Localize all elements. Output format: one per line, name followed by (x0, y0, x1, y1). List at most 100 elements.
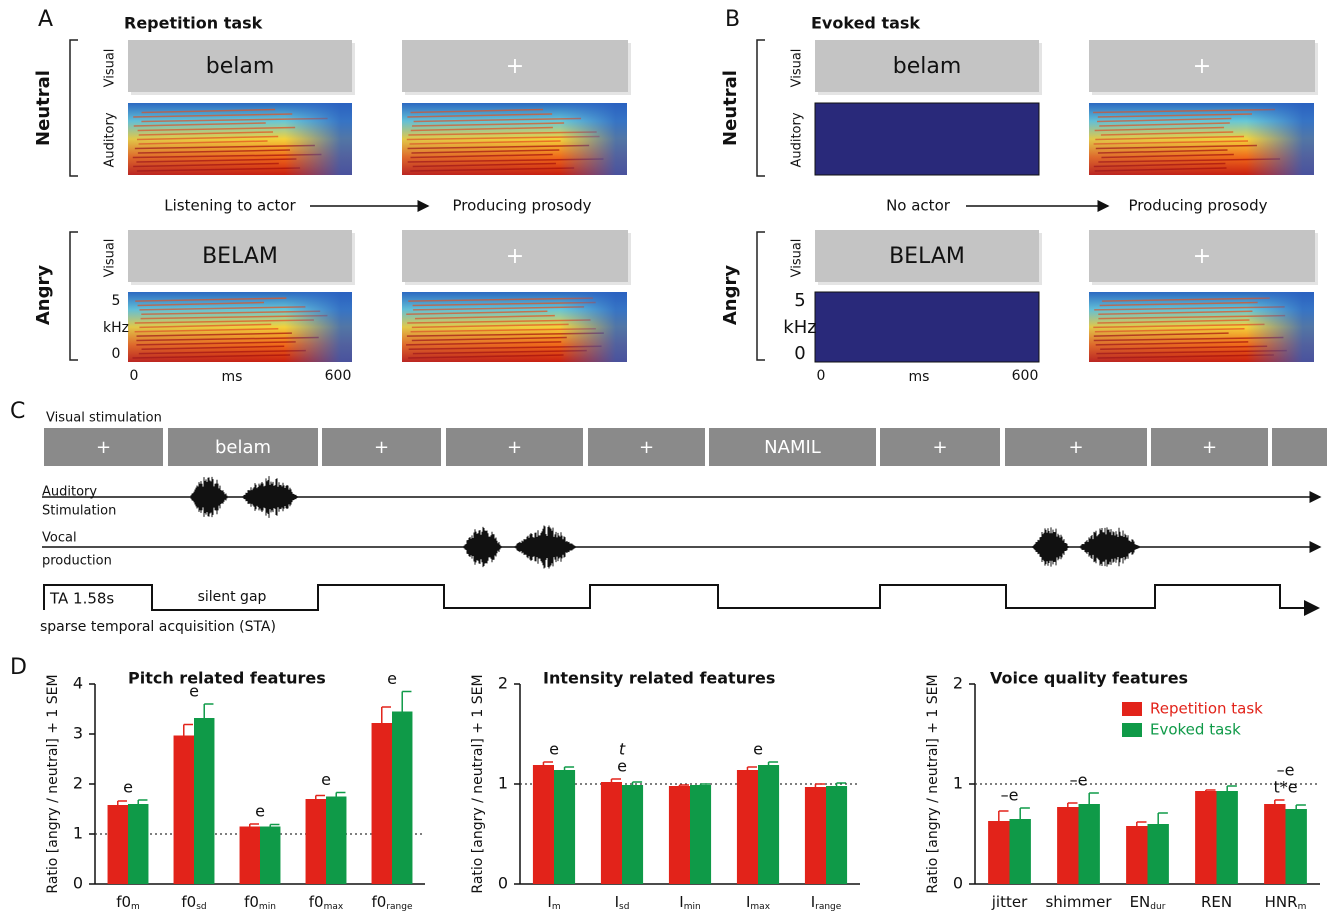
label: + (932, 437, 947, 458)
x-tick-label: ENdur (1130, 893, 1166, 912)
bracket (69, 39, 78, 177)
label: Producing prosody (453, 197, 592, 215)
category-name: f0 (372, 893, 387, 911)
bar (1147, 824, 1169, 884)
label: sparse temporal acquisition (STA) (40, 619, 276, 635)
label: B (725, 7, 740, 32)
label: BELAM (889, 244, 965, 269)
x-tick-label: jitter (991, 893, 1028, 911)
label: 2 (953, 674, 963, 693)
label: + (1068, 437, 1083, 458)
label: 3 (73, 724, 83, 743)
bar (1126, 826, 1148, 884)
label: 0 (73, 874, 83, 893)
category-name: I (746, 893, 750, 911)
category-subscript: range (815, 902, 842, 912)
label: 5 (112, 293, 121, 309)
bar (260, 826, 281, 884)
x-tick-label: Isd (615, 893, 630, 912)
waveform (242, 476, 298, 518)
bar (1078, 804, 1100, 884)
label: silent gap (198, 589, 267, 605)
category-name: I (811, 893, 815, 911)
bar (1057, 807, 1079, 884)
label: Evoked task (1150, 721, 1241, 739)
category-subscript: sd (619, 902, 629, 912)
label: NAMIL (764, 437, 821, 458)
category-subscript: m (552, 902, 561, 912)
category-name: I (615, 893, 619, 911)
bar (1216, 791, 1238, 884)
bar (758, 765, 780, 884)
category-name: f0 (309, 893, 324, 911)
category-subscript: range (386, 902, 413, 912)
label: t (619, 740, 626, 759)
label: e (387, 669, 397, 688)
bracket (756, 39, 765, 177)
timeline-block (709, 428, 876, 466)
bar (239, 826, 260, 884)
label: Producing prosody (1129, 197, 1268, 215)
label: 5 (794, 290, 805, 311)
bar (736, 770, 758, 884)
label: Ratio [angry / neutral] + 1 SEM (45, 674, 61, 893)
label: Repetition task (1150, 700, 1263, 718)
label: Visual (103, 239, 118, 278)
label: kHz (103, 320, 129, 336)
category-name: f0 (244, 893, 259, 911)
bar (371, 723, 392, 884)
bar (554, 770, 576, 884)
label: Visual (103, 49, 118, 88)
label: + (507, 437, 522, 458)
label: TA 1.58s (49, 590, 114, 608)
x-tick-label: Imax (746, 893, 771, 912)
category-name: f0 (181, 893, 196, 911)
label: 1 (73, 824, 83, 843)
label: kHz (783, 317, 816, 338)
timeline-block (446, 428, 583, 466)
label: Pitch related features (128, 669, 326, 688)
category-name: I (547, 893, 551, 911)
bar (326, 796, 347, 884)
waveform (1079, 527, 1140, 567)
label: BELAM (202, 244, 278, 269)
label: Ratio [angry / neutral] + 1 SEM (470, 674, 486, 893)
label: 1 (953, 774, 963, 793)
label: C (10, 399, 25, 424)
label: Neutral (720, 70, 741, 146)
label: 0 (794, 343, 805, 364)
label: 0 (112, 346, 121, 362)
label: Vocal (42, 531, 77, 546)
stimulus-box (815, 230, 1039, 282)
label: + (96, 437, 111, 458)
label: Neutral (33, 70, 54, 146)
label: No actor (886, 197, 951, 215)
label: 1 (498, 774, 508, 793)
label: Listening to actor (164, 197, 296, 215)
label: e (255, 802, 265, 821)
label: 600 (1012, 368, 1039, 384)
label: A (38, 7, 53, 32)
category-name: HNR (1265, 893, 1298, 911)
bar (173, 735, 194, 884)
category-name: shimmer (1045, 893, 1112, 911)
label: Visual stimulation (46, 411, 162, 426)
category-subscript: sd (196, 902, 206, 912)
timeline-block (1005, 428, 1147, 466)
timeline-block (168, 428, 318, 466)
label: 0 (498, 874, 508, 893)
label: + (1202, 437, 1217, 458)
spectrogram-shade (1089, 292, 1314, 362)
label: Angry (33, 265, 54, 326)
x-tick-label: f0min (244, 893, 276, 912)
timeline-block (44, 428, 163, 466)
x-tick-label: Im (547, 893, 560, 912)
label: + (1193, 54, 1211, 79)
label: Evoked task (811, 14, 920, 33)
bar (600, 782, 622, 884)
stimulus-box (402, 230, 628, 282)
label: D (10, 655, 27, 680)
waveform (1032, 527, 1069, 567)
label: –e (1277, 761, 1295, 780)
label: + (506, 54, 524, 79)
